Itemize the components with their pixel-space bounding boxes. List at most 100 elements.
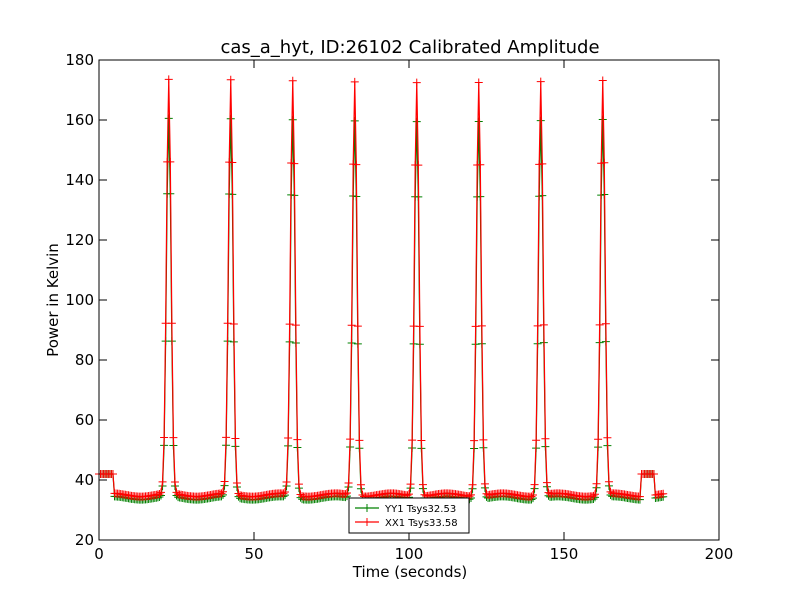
data-point [474, 78, 483, 87]
data-point [538, 159, 547, 168]
y-axis-label: Power in Kelvin [44, 243, 62, 357]
x-tick-label: 100 [395, 545, 424, 563]
data-point [603, 433, 612, 442]
data-point [281, 488, 289, 497]
data-point [288, 115, 297, 124]
data-point [219, 487, 227, 496]
data-point [474, 117, 483, 126]
data-point [353, 322, 362, 331]
x-axis: 0 50 100 150 200 [94, 60, 733, 563]
legend: YY1 Tsys32.53 XX1 Tsys33.58 [348, 497, 470, 534]
data-point [598, 76, 607, 85]
data-point [341, 490, 350, 499]
data-point [467, 490, 475, 499]
data-point [542, 478, 551, 487]
data-point [293, 435, 302, 444]
data-point [352, 160, 361, 169]
data-point [290, 159, 299, 168]
data-point [536, 116, 545, 125]
x-tick-label: 200 [705, 545, 734, 563]
data-point [108, 470, 117, 478]
data-point [157, 488, 165, 497]
data-point [169, 433, 178, 442]
data-point [412, 78, 421, 87]
data-point [659, 489, 668, 498]
series-line [99, 118, 664, 501]
data-point [223, 319, 232, 328]
data-point [476, 160, 485, 169]
y-tick-label: 60 [75, 411, 94, 429]
data-point [350, 116, 359, 125]
data-point [232, 478, 241, 487]
y-tick-label: 140 [65, 171, 94, 189]
data-point [594, 435, 603, 444]
legend-marker [363, 518, 371, 526]
data-point [164, 114, 173, 123]
data-point [355, 436, 364, 445]
data-point [539, 320, 548, 329]
data-point [477, 321, 486, 330]
data-point [530, 480, 539, 489]
series-layer [95, 75, 668, 504]
data-point [217, 489, 226, 498]
data-point [470, 436, 479, 445]
series-yy1 [95, 114, 668, 504]
y-tick-label: 160 [65, 111, 94, 129]
data-point [344, 479, 353, 488]
y-tick-label: 180 [65, 51, 94, 69]
series-line [99, 79, 664, 498]
y-tick-label: 100 [65, 291, 94, 309]
data-point [158, 477, 167, 486]
data-point [167, 319, 176, 328]
data-point [346, 435, 355, 444]
x-tick-label: 150 [550, 545, 579, 563]
data-point [406, 480, 415, 489]
y-tick-label: 80 [75, 351, 94, 369]
legend-box [348, 497, 470, 534]
data-point [635, 492, 644, 501]
data-point [291, 321, 300, 330]
data-point [166, 157, 175, 166]
data-point [155, 490, 164, 499]
data-point [222, 433, 231, 442]
data-point [220, 477, 229, 486]
data-point [529, 490, 537, 499]
data-point [541, 434, 550, 443]
data-point [480, 479, 489, 488]
data-point [479, 435, 488, 444]
data-point [598, 115, 607, 124]
legend-label: YY1 Tsys32.53 [384, 504, 456, 515]
data-point [226, 75, 235, 84]
data-point [418, 480, 427, 489]
data-point [282, 477, 291, 486]
y-axis: 20 40 60 80 100 120 140 160 180 [65, 51, 719, 549]
x-axis-label: Time (seconds) [352, 563, 468, 581]
data-point [343, 488, 351, 497]
data-point [532, 436, 541, 445]
data-point [294, 480, 303, 489]
data-point [412, 117, 421, 126]
data-point [415, 322, 424, 331]
x-tick-label: 0 [94, 545, 104, 563]
data-point [229, 320, 238, 329]
data-point [350, 77, 359, 86]
data-point [226, 114, 235, 123]
data-point [279, 489, 288, 498]
data-point [527, 492, 536, 501]
data-point [533, 321, 542, 330]
data-point [228, 158, 237, 167]
data-point [595, 320, 604, 329]
data-point [414, 161, 423, 170]
data-point [285, 320, 294, 329]
data-point [536, 77, 545, 86]
data-point [231, 434, 240, 443]
data-point [649, 470, 658, 478]
data-point [160, 433, 169, 442]
data-point [468, 480, 477, 489]
y-tick-label: 20 [75, 531, 94, 549]
data-point [591, 490, 599, 499]
y-tick-label: 120 [65, 231, 94, 249]
data-point [356, 480, 365, 489]
data-point [600, 158, 609, 167]
